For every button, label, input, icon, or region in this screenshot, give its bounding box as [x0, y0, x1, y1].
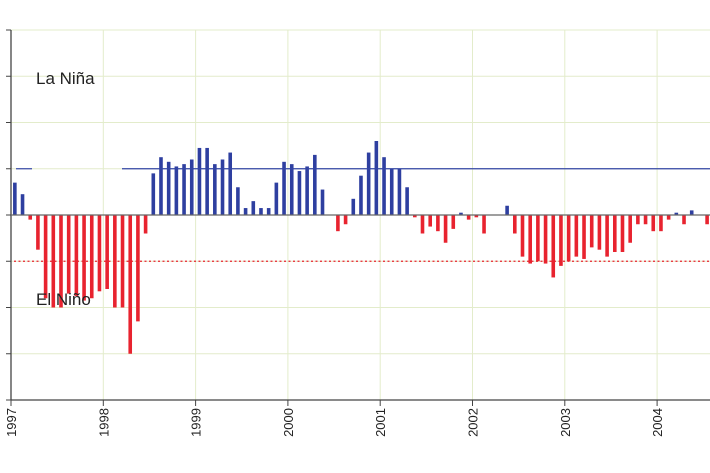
bar [451, 215, 456, 229]
bar [228, 152, 233, 215]
bar [551, 215, 556, 278]
el-nino-label: El Niño [36, 290, 91, 309]
bar [213, 164, 217, 215]
bar [643, 215, 648, 225]
bar [266, 208, 271, 215]
bar [343, 215, 348, 225]
bar [13, 182, 17, 216]
la-nina-label: La Niña [36, 69, 95, 88]
bar [613, 215, 617, 252]
bar [336, 215, 340, 232]
bar [605, 215, 609, 257]
axes [6, 29, 710, 406]
x-tick-label: 2004 [650, 408, 665, 437]
bar [36, 215, 40, 250]
bar [466, 215, 471, 220]
bar [236, 187, 240, 215]
bar [682, 215, 686, 225]
x-tick-label: 1998 [96, 408, 111, 437]
bar [582, 215, 586, 259]
bar [159, 157, 163, 215]
bar [405, 187, 409, 215]
bar [651, 215, 656, 232]
bar [443, 215, 448, 243]
bar [220, 159, 225, 215]
bar [166, 161, 171, 215]
bar [566, 215, 571, 262]
bar [620, 215, 625, 252]
bar [182, 164, 186, 215]
bar [589, 215, 594, 248]
bar [528, 215, 532, 264]
bar [320, 189, 325, 215]
bar [105, 215, 109, 289]
bar [666, 215, 671, 220]
bar [20, 194, 25, 215]
bar [89, 215, 94, 299]
bar [197, 147, 202, 215]
x-tick-label: 2003 [558, 408, 573, 437]
bar [536, 215, 540, 262]
bar [420, 215, 425, 234]
bar [397, 168, 402, 215]
bar [136, 215, 140, 322]
bar [97, 215, 102, 292]
bar [359, 175, 363, 215]
bar-series [13, 141, 709, 354]
bar [436, 215, 440, 232]
x-tick-label: 2000 [281, 408, 296, 437]
bar [482, 215, 486, 234]
bar [705, 215, 709, 225]
x-tick-labels: 1997 1998 1999 2000 2001 2002 2003 2004 [4, 408, 665, 437]
bar [274, 182, 279, 216]
bar [28, 215, 33, 220]
bar [297, 171, 302, 215]
bar [674, 212, 679, 215]
bar [389, 168, 394, 215]
bar [128, 215, 133, 354]
bar [289, 164, 294, 215]
bar [351, 198, 356, 215]
bar [559, 215, 563, 266]
bar [636, 215, 640, 225]
x-tick-label: 1997 [4, 408, 19, 437]
bar [505, 205, 509, 215]
bar [520, 215, 525, 257]
bar [74, 215, 79, 296]
bar [513, 215, 517, 234]
bar [382, 157, 386, 215]
bar [51, 215, 56, 308]
bar [259, 208, 263, 215]
x-tick-label: 1999 [189, 408, 204, 437]
bar [82, 215, 86, 301]
bar [574, 215, 579, 257]
x-tick-label: 2002 [466, 408, 481, 437]
bar [628, 215, 632, 243]
bar [305, 166, 309, 215]
x-tick-label: 2001 [373, 408, 388, 437]
bar [205, 147, 209, 215]
bar [543, 215, 548, 264]
bar [66, 215, 71, 294]
bar [143, 215, 148, 234]
bar [243, 208, 248, 215]
bar [659, 215, 663, 232]
bar [474, 215, 479, 218]
bar [151, 173, 156, 215]
bar [366, 152, 371, 215]
bar [189, 159, 194, 215]
bar [374, 141, 379, 215]
bar [174, 166, 179, 215]
reference-lines [14, 168, 710, 262]
bar [597, 215, 602, 250]
bar [251, 201, 256, 216]
bar [313, 154, 317, 216]
bar [43, 215, 48, 299]
bar [428, 215, 432, 227]
bar [459, 212, 463, 215]
bar [689, 210, 694, 215]
bar [413, 215, 417, 218]
bar [282, 161, 286, 215]
